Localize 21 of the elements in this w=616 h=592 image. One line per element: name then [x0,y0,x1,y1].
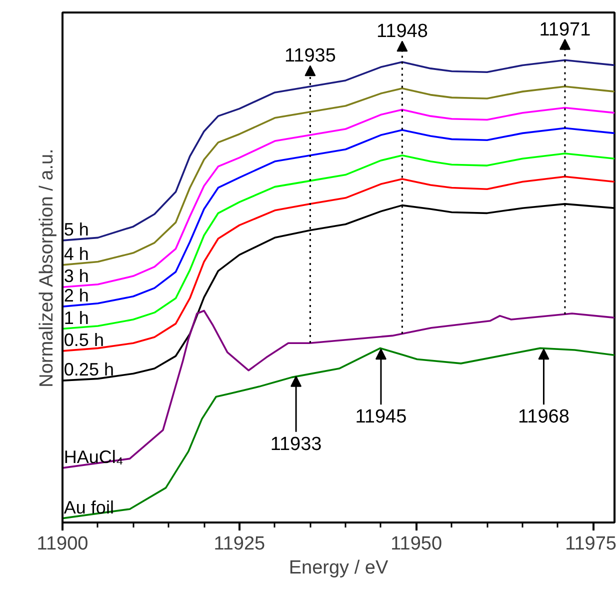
annotation: 11935 [284,46,336,67]
annotation: 11948 [376,21,428,42]
series-label: 2 h [64,286,89,306]
annotation: 11971 [539,19,591,40]
x-tick-label: 11975 [565,534,616,554]
y-axis-title: Normalized Absorption / a.u. [36,148,58,388]
annotation: 11945 [355,406,407,428]
series-label: Au foil [64,497,114,518]
annotation: 11968 [518,406,570,428]
x-axis-title: Energy / eV [288,558,388,578]
series-label: 4 h [64,244,89,264]
series-label: 5 h [64,219,89,240]
series-label: 0.25 h [64,360,114,380]
annotation: 11933 [270,434,322,455]
series-label: 1 h [64,308,89,328]
series-label: 0.5 h [64,330,104,350]
x-tick-label: 11900 [36,534,88,554]
series-label: HAuCl₄ [64,446,124,467]
x-tick-label: 11950 [390,534,442,554]
series-label: 3 h [64,266,89,286]
x-tick-label: 11925 [214,534,266,554]
